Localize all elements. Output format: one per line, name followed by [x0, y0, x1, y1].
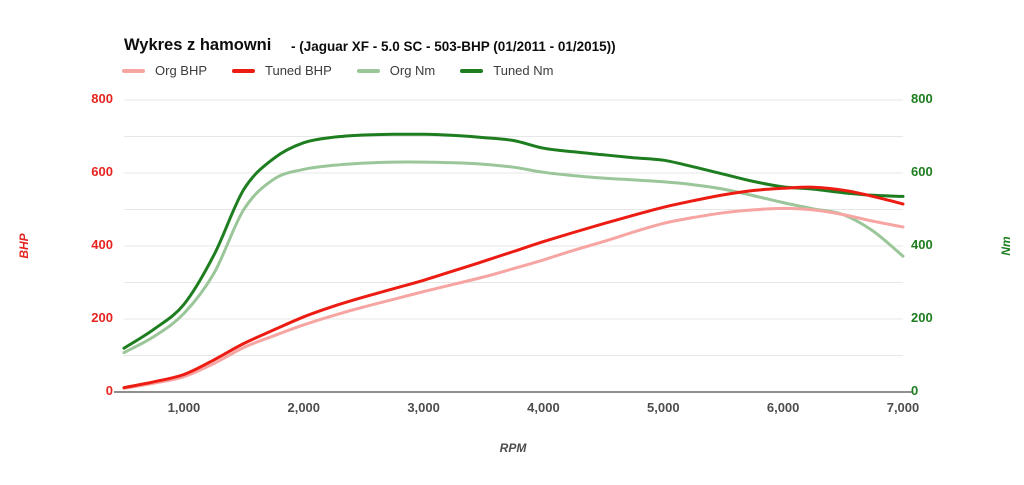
legend-item-label: Org Nm — [389, 63, 436, 78]
series-line-tuned-bhp — [122, 185, 905, 390]
legend: Org BHP Tuned BHP Org Nm Tuned Nm — [122, 63, 553, 78]
series-line-org-nm — [122, 160, 905, 355]
nm-axis-tick-label: 400 — [911, 237, 933, 252]
bhp-axis-title: BHP — [17, 233, 31, 259]
bhp-axis-tick-label: 800 — [91, 91, 113, 106]
legend-item-label: Tuned Nm — [493, 63, 554, 78]
rpm-axis-title: RPM — [499, 441, 527, 455]
nm-axis-tick-label: 800 — [911, 91, 933, 106]
series-line-tuned-nm — [122, 132, 905, 350]
nm-axis-tick-label: 200 — [911, 310, 933, 325]
rpm-axis-tick-label: 7,000 — [886, 400, 920, 415]
legend-swatch — [232, 68, 256, 73]
rpm-axis-tick-label: 4,000 — [527, 400, 560, 415]
legend-swatch — [460, 68, 484, 73]
bhp-axis-tick-label: 600 — [91, 164, 113, 179]
legend-item-label: Org BHP — [155, 63, 208, 78]
nm-axis-tick-label: 0 — [911, 383, 919, 398]
chart-title: Wykres z hamowni — [124, 36, 272, 54]
legend-swatch — [356, 68, 380, 73]
legend-item-tuned-nm: Tuned Nm — [460, 63, 553, 78]
legend-item-label: Tuned BHP — [265, 63, 332, 78]
rpm-axis-tick-label: 1,000 — [167, 400, 201, 415]
nm-axis-tick-label: 600 — [911, 164, 933, 179]
series-line-org-bhp — [122, 206, 905, 390]
bhp-axis-tick-label: 200 — [91, 310, 113, 325]
rpm-axis-tick-label: 2,000 — [287, 400, 321, 415]
rpm-axis-tick-label: 6,000 — [766, 400, 800, 415]
legend-item-org-bhp: Org BHP — [122, 63, 207, 78]
rpm-axis-tick-label: 3,000 — [407, 400, 440, 415]
rpm-axis-tick-label: 5,000 — [647, 400, 680, 415]
bhp-axis-tick-label: 0 — [105, 383, 113, 398]
nm-axis-title: Nm — [999, 236, 1013, 256]
bhp-axis-tick-label: 400 — [91, 237, 113, 252]
chart-subtitle: - (Jaguar XF - 5.0 SC - 503-BHP (01/2011… — [291, 39, 616, 54]
legend-item-org-nm: Org Nm — [356, 63, 436, 78]
legend-item-tuned-bhp: Tuned BHP — [232, 63, 332, 78]
legend-swatch — [122, 68, 145, 73]
